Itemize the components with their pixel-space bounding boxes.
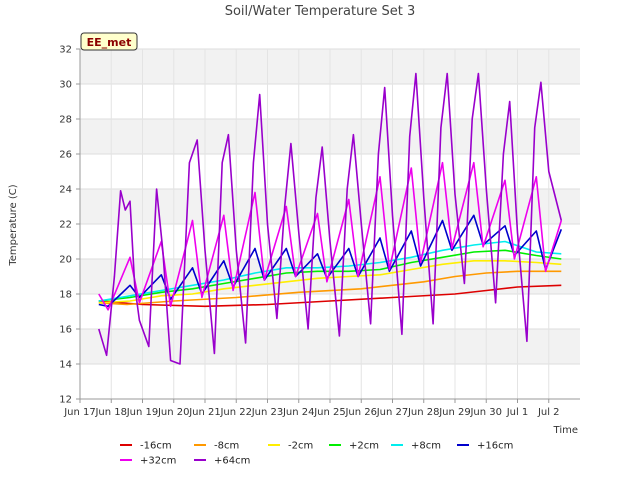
y-tick-label: 30	[59, 80, 72, 91]
y-tick-label: 24	[59, 185, 72, 196]
x-tick-label: Jun 27	[376, 407, 409, 418]
x-axis-label: Time	[553, 425, 578, 436]
x-tick-label: Jul 1	[506, 407, 529, 418]
x-tick-label: Jun 23	[251, 407, 284, 418]
x-tick-label: Jun 29	[438, 407, 471, 418]
legend-label: +64cm	[214, 456, 250, 467]
site-badge: EE_met	[80, 32, 138, 51]
y-tick-label: 28	[59, 115, 72, 126]
series-line-plus32cm	[98, 161, 563, 311]
series-line-plus64cm	[98, 72, 563, 365]
x-tick-label: Jun 17	[63, 407, 96, 418]
x-tick-label: Jun 26	[344, 407, 377, 418]
chart-title: Soil/Water Temperature Set 3	[225, 4, 416, 19]
x-tick-label: Jun 30	[469, 407, 502, 418]
axes-layer: 12 14 16 18 20 22 24 26 28 30 32 Jun 17 Jun 18 Jun 19…	[59, 45, 580, 418]
legend-label: +16cm	[477, 441, 513, 452]
x-tick-label: Jun 28	[407, 407, 440, 418]
series-layer	[98, 72, 563, 365]
x-tick-label: Jun 18	[94, 407, 127, 418]
legend-label: -2cm	[288, 441, 313, 452]
x-tick-label: Jun 22	[219, 407, 252, 418]
legend-label: +2cm	[349, 441, 379, 452]
x-tick-label: Jul 2	[537, 407, 560, 418]
x-tick-label: Jun 21	[188, 407, 221, 418]
legend-label: +8cm	[411, 441, 441, 452]
site-badge-label: EE_met	[87, 36, 132, 49]
legend: -16cm -8cm -2cm +2cm +8cm +16cm +32cm +64cm	[120, 441, 513, 467]
x-tick-label: Jun 25	[313, 407, 346, 418]
x-tick-label: Jun 24	[282, 407, 315, 418]
legend-label: -16cm	[140, 441, 172, 452]
legend-label: +32cm	[140, 456, 176, 467]
y-axis-label: Temperature (C)	[8, 184, 19, 266]
y-tick-label: 18	[59, 290, 72, 301]
legend-label: -8cm	[214, 441, 239, 452]
y-tick-label: 14	[59, 360, 72, 371]
series-line-minus16cm	[98, 284, 562, 308]
y-tick-label: 22	[59, 220, 72, 231]
y-tick-label: 16	[59, 325, 72, 336]
y-tick-label: 20	[59, 255, 72, 266]
x-tick-label: Jun 19	[126, 407, 159, 418]
y-tick-label: 12	[59, 395, 72, 406]
site-badge-box	[80, 32, 138, 51]
y-tick-label: 32	[59, 45, 72, 56]
y-tick-label: 26	[59, 150, 72, 161]
x-tick-label: Jun 20	[157, 407, 190, 418]
